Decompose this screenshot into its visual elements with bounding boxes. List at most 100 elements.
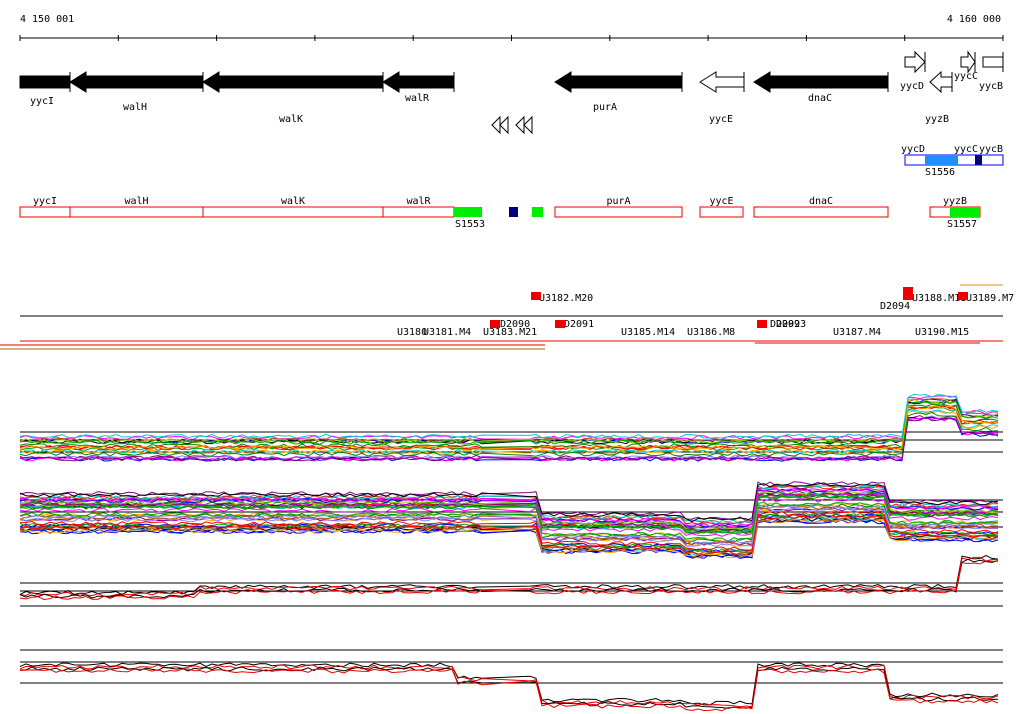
transcript-label: U3180 xyxy=(397,327,427,338)
signal-line xyxy=(19,395,999,441)
transcript-label: U3186.M8 xyxy=(687,327,735,338)
operon-gene-label: yycD xyxy=(901,144,925,155)
signal-line xyxy=(19,411,999,457)
transcript-label: D2093 xyxy=(776,319,806,330)
signal-line xyxy=(19,503,999,543)
signal-line xyxy=(19,393,999,439)
gene-box-label: yycI xyxy=(33,196,57,207)
transcript-label: U3185.M14 xyxy=(621,327,675,338)
segment-block xyxy=(532,207,543,217)
gene-arrow xyxy=(69,71,204,93)
segment-block xyxy=(950,207,980,217)
gene-box xyxy=(69,206,204,218)
gene-label: yycB xyxy=(979,81,1003,92)
gene-arrow xyxy=(929,70,953,94)
transcript-flag xyxy=(555,320,565,328)
gene-arrow xyxy=(982,56,1004,68)
gene-label: yyzB xyxy=(925,114,949,125)
gene-arrow xyxy=(554,71,683,93)
transcript-label: D2090 xyxy=(500,319,530,330)
segment-label: S1553 xyxy=(455,219,485,230)
gene-label: walK xyxy=(279,114,303,125)
gene-label: dnaC xyxy=(808,93,832,104)
gene-box xyxy=(753,206,889,218)
gene-box-label: yycE xyxy=(709,196,733,207)
transcript-label: U3183.M21 xyxy=(483,327,537,338)
gene-label: purA xyxy=(593,102,617,113)
segment-label: S1556 xyxy=(925,167,955,178)
operon-fill xyxy=(925,155,958,165)
signal-line xyxy=(19,505,999,546)
signal-line xyxy=(19,481,999,522)
gene-box-label: purA xyxy=(606,196,630,207)
signal-line xyxy=(19,662,999,706)
gene-label: walR xyxy=(405,93,430,104)
segment-block xyxy=(454,207,482,217)
signal-line xyxy=(19,487,999,528)
transcript-label: D2091 xyxy=(564,319,594,330)
signal-line xyxy=(19,487,999,528)
transcript-label: U3188.M11 xyxy=(912,293,966,304)
gene-arrow xyxy=(960,50,976,74)
gene-box xyxy=(554,206,683,218)
transcript-label: U3181.M4 xyxy=(423,327,471,338)
gene-arrow xyxy=(699,71,745,93)
coord-end: 4 160 000 xyxy=(947,14,1001,25)
signal-line xyxy=(19,556,998,597)
gene-arrow xyxy=(753,71,889,93)
signal-line xyxy=(19,494,999,535)
signal-line xyxy=(19,482,999,523)
gene-box xyxy=(19,206,71,218)
segment-label: S1557 xyxy=(947,219,977,230)
operon-gene-label: yycB xyxy=(979,144,1003,155)
transcript-label: D2092 xyxy=(770,319,800,330)
gene-label: yycE xyxy=(709,114,733,125)
gene-arrow xyxy=(382,71,455,93)
signal-line xyxy=(19,406,999,451)
signal-line xyxy=(19,405,999,451)
signal-line xyxy=(19,405,999,451)
transcript-flag xyxy=(490,320,500,328)
transcript-label: U3182.M20 xyxy=(539,293,593,304)
gene-box-label: walR xyxy=(406,196,431,207)
signal-line xyxy=(19,510,999,551)
gene-label: yycC xyxy=(954,71,978,82)
signal-line xyxy=(19,488,999,528)
signal-line xyxy=(19,504,999,544)
signal-line xyxy=(19,514,999,555)
coord-start: 4 150 001 xyxy=(20,14,74,25)
gene-label: yycI xyxy=(30,96,54,107)
transcript-label: U3187.M4 xyxy=(833,327,881,338)
transcript-label: U3190.M15 xyxy=(915,327,969,338)
gene-label: walH xyxy=(123,102,147,113)
gene-arrow xyxy=(904,50,926,74)
operon-gene-label: yycC xyxy=(954,144,978,155)
gene-box-label: yyzB xyxy=(943,196,967,207)
transcript-flag xyxy=(903,287,913,295)
gene-arrow xyxy=(19,75,71,89)
signal-line xyxy=(19,501,999,542)
gene-box xyxy=(202,206,384,218)
signal-line xyxy=(19,554,999,596)
signal-line xyxy=(19,560,999,601)
small-arrows xyxy=(491,115,533,135)
operon-fill xyxy=(975,155,982,165)
transcript-flag xyxy=(531,292,541,300)
gene-box-label: walH xyxy=(124,196,148,207)
signal-line xyxy=(19,400,999,445)
signal-line xyxy=(19,417,999,462)
signal-line xyxy=(19,666,999,709)
signal-line xyxy=(19,558,999,599)
segment-block xyxy=(509,207,518,217)
transcript-label: U3189.M7 xyxy=(966,293,1014,304)
signal-line xyxy=(19,416,999,462)
transcript-flag xyxy=(903,292,913,300)
transcript-flag xyxy=(958,292,968,300)
gene-box-label: walK xyxy=(281,196,305,207)
signal-line xyxy=(19,515,999,556)
gene-box xyxy=(382,206,455,218)
transcript-label: D2094 xyxy=(880,301,910,312)
signal-line xyxy=(19,494,999,535)
signal-line xyxy=(19,415,999,460)
